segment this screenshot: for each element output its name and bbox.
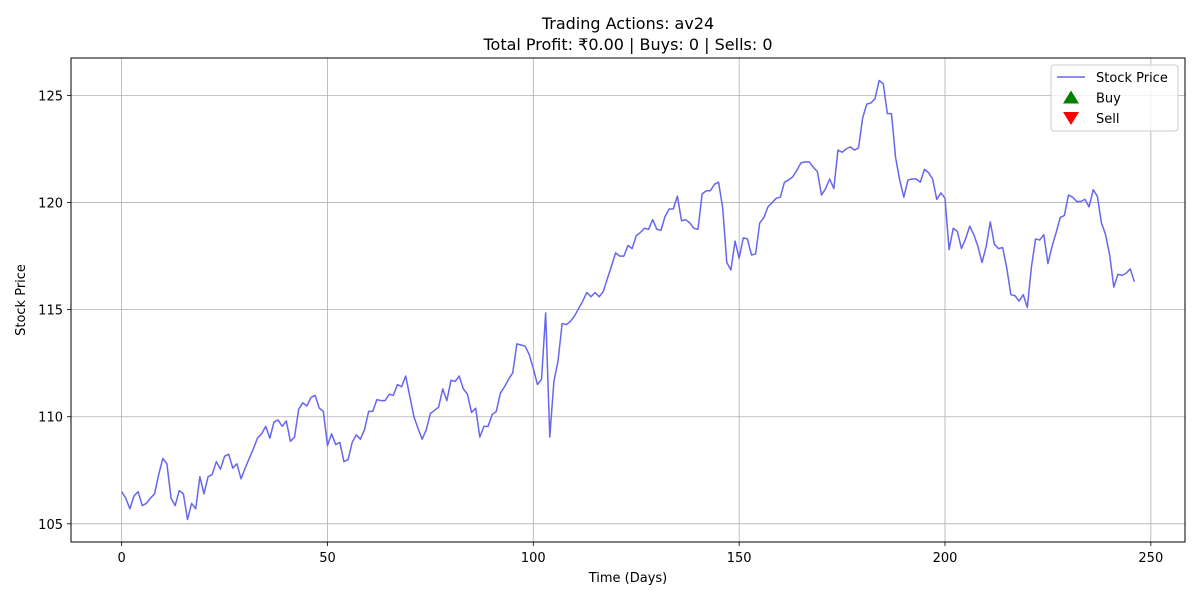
legend-label: Sell	[1096, 112, 1119, 127]
series-line-stock-price	[121, 79, 1136, 521]
y-tick-label: 125	[38, 89, 63, 104]
axis-ticks: 0 50 100 150 200 250 105 110 115 120 125	[38, 89, 1163, 566]
legend-label: Buy	[1096, 92, 1121, 107]
chart-title: Trading Actions: av24	[541, 14, 714, 33]
y-tick-label: 105	[38, 518, 63, 533]
series-layer	[121, 79, 1136, 521]
legend-items: Stock Price Buy Sell	[1057, 71, 1168, 127]
x-tick-label: 250	[1138, 551, 1163, 566]
y-tick-label: 110	[38, 411, 63, 426]
y-tick-label: 115	[38, 304, 63, 319]
x-tick-label: 50	[319, 551, 336, 566]
grid-lines	[71, 58, 1185, 542]
chart-subtitle: Total Profit: ₹0.00 | Buys: 0 | Sells: 0	[482, 35, 772, 54]
legend: Stock Price Buy Sell	[1050, 64, 1179, 132]
x-tick-label: 150	[727, 551, 752, 566]
plot-area-frame	[70, 57, 1186, 543]
y-axis-label: Stock Price	[14, 264, 29, 336]
x-tick-label: 0	[117, 551, 125, 566]
legend-swatch-sell-marker	[1063, 112, 1079, 125]
x-tick-label: 200	[933, 551, 958, 566]
legend-swatch-buy-marker	[1063, 90, 1079, 104]
y-tick-label: 120	[38, 197, 63, 212]
x-axis-label: Time (Days)	[588, 571, 668, 586]
legend-box	[1050, 64, 1179, 132]
legend-label: Stock Price	[1096, 71, 1168, 86]
x-tick-label: 100	[521, 551, 546, 566]
